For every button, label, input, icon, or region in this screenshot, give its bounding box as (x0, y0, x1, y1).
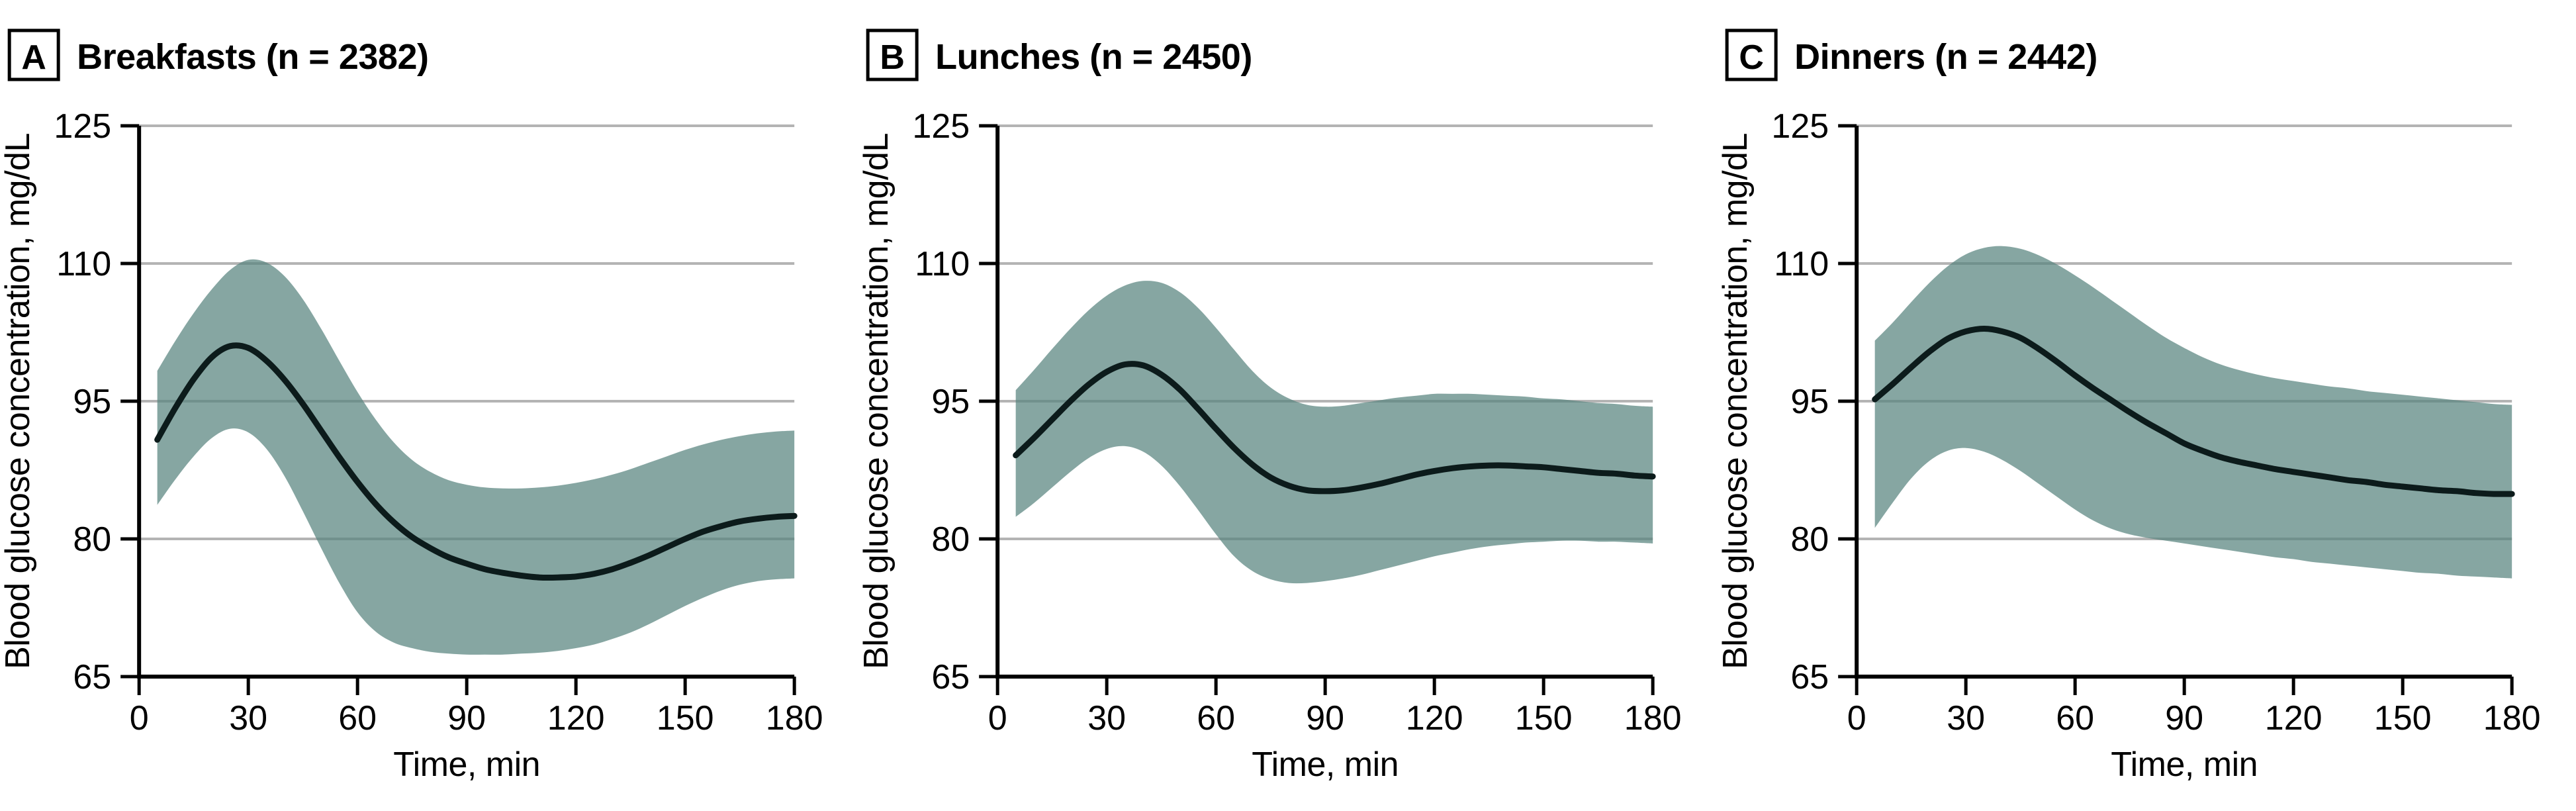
x-tick-label: 60 (2056, 699, 2094, 738)
panel-breakfasts: A Breakfasts (n = 2382) 65 80 95 110 125 0 30 6… (0, 0, 858, 811)
y-tick-label: 110 (915, 245, 970, 283)
y-tick-label: 110 (1774, 245, 1829, 283)
x-tick-label: 150 (657, 699, 714, 738)
x-tick-label: 90 (1307, 699, 1345, 738)
confidence-band (1874, 246, 2512, 579)
lunches-chart: B Lunches (n = 2450) 65 80 95 110 125 0 30 60 90… (858, 28, 1682, 784)
x-tick-label: 180 (1624, 699, 1682, 738)
mean-line (1013, 361, 1656, 495)
x-axis-title: Time, min (393, 745, 540, 784)
x-tick-label: 180 (766, 699, 823, 738)
panel-dinners: C Dinners (n = 2442) 65 80 95 110 125 0 30 60 90… (1718, 0, 2576, 811)
y-axis-title: Blood glucose concentration, mg/dL (0, 133, 37, 669)
mean-line (154, 342, 798, 581)
plot-area-dinners: 65 80 95 110 125 0 30 60 90 120 150 180 Blood glucos… (1718, 107, 2541, 784)
y-tick-label: 65 (73, 658, 111, 696)
y-tick-label: 65 (932, 658, 970, 696)
panel-letter-box (1725, 28, 1778, 81)
y-tick-label: 125 (913, 107, 970, 146)
x-tick-label: 0 (1847, 699, 1866, 738)
y-tick-label: 110 (56, 245, 111, 283)
panel-lunches: B Lunches (n = 2450) 65 80 95 110 125 0 30 60 90… (858, 0, 1717, 811)
y-tick-label: 95 (1790, 383, 1829, 421)
panel-header-a: A Breakfasts (n = 2382) (7, 28, 429, 81)
x-tick-label: 60 (338, 699, 377, 738)
x-tick-label: 120 (1406, 699, 1463, 738)
y-tick-label: 80 (932, 520, 970, 559)
panel-letter: C (1739, 38, 1764, 77)
y-tick-label: 95 (932, 383, 970, 421)
x-axis-title: Time, min (2111, 745, 2258, 784)
x-tick-label: 30 (1088, 699, 1127, 738)
panel-title: Breakfasts (n = 2382) (77, 37, 428, 77)
mean-line (1871, 326, 2515, 497)
y-tick-label: 80 (1790, 520, 1829, 559)
y-tick-label: 95 (73, 383, 111, 421)
x-tick-label: 30 (1947, 699, 1985, 738)
x-tick-label: 0 (988, 699, 1007, 738)
x-tick-label: 120 (2264, 699, 2322, 738)
x-tick-label: 60 (1197, 699, 1236, 738)
x-tick-label: 180 (2483, 699, 2540, 738)
x-tick-label: 0 (130, 699, 149, 738)
panel-title: Lunches (n = 2450) (935, 37, 1252, 77)
panel-letter: B (880, 38, 905, 77)
panel-header-b: B Lunches (n = 2450) (866, 28, 1253, 81)
confidence-band (157, 259, 795, 655)
panel-letter: A (21, 38, 46, 77)
panel-header-c: C Dinners (n = 2442) (1725, 28, 2097, 81)
confidence-band (1015, 281, 1653, 584)
dinners-chart: C Dinners (n = 2442) 65 80 95 110 125 0 30 60 90… (1718, 28, 2541, 784)
y-tick-label: 125 (54, 107, 111, 146)
y-axis-title: Blood glucose concentration, mg/dL (1718, 133, 1755, 669)
x-axis-title: Time, min (1252, 745, 1399, 784)
x-tick-label: 120 (547, 699, 605, 738)
x-tick-label: 150 (2373, 699, 2431, 738)
y-tick-label: 65 (1790, 658, 1829, 696)
y-tick-label: 80 (73, 520, 111, 559)
panel-letter-box (866, 28, 919, 81)
y-tick-label: 125 (1771, 107, 1829, 146)
plot-area-breakfasts: 65 80 95 110 125 0 30 60 90 120 150 180 Blood glucos… (0, 107, 823, 784)
panel-letter-box (7, 28, 60, 81)
panel-title: Dinners (n = 2442) (1794, 37, 2097, 77)
y-axis-title: Blood glucose concentration, mg/dL (858, 133, 896, 669)
x-tick-label: 150 (1515, 699, 1573, 738)
x-tick-label: 30 (229, 699, 267, 738)
plot-area-lunches: 65 80 95 110 125 0 30 60 90 120 150 180 Blood glucos… (858, 107, 1682, 784)
x-tick-label: 90 (2165, 699, 2203, 738)
x-tick-label: 90 (447, 699, 486, 738)
